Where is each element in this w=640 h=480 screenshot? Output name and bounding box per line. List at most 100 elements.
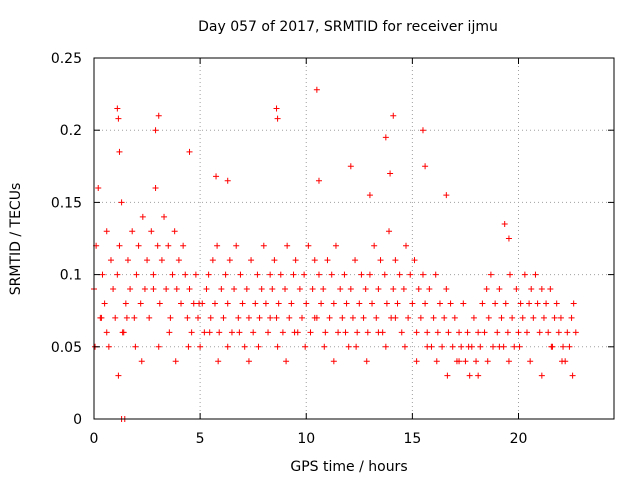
data-point	[220, 314, 227, 321]
data-point	[161, 213, 168, 220]
data-point	[283, 358, 290, 365]
data-point	[445, 329, 452, 336]
data-point	[345, 343, 352, 350]
data-point	[496, 343, 503, 350]
data-point	[228, 329, 235, 336]
data-point	[432, 271, 439, 278]
data-point	[146, 314, 153, 321]
data-point	[320, 286, 327, 293]
data-point	[407, 271, 414, 278]
data-point	[274, 115, 281, 122]
data-point	[551, 314, 558, 321]
data-point	[99, 271, 106, 278]
data-point	[398, 329, 405, 336]
data-point	[222, 271, 229, 278]
data-point	[394, 300, 401, 307]
data-point	[315, 177, 322, 184]
data-point	[363, 358, 370, 365]
data-point	[171, 228, 178, 235]
data-point	[296, 286, 303, 293]
data-point	[390, 286, 397, 293]
data-point	[456, 329, 463, 336]
y-tick-label: 0.15	[51, 195, 82, 211]
data-points	[91, 86, 579, 422]
data-point	[434, 329, 441, 336]
data-point	[569, 372, 576, 379]
data-point	[299, 314, 305, 321]
data-point	[288, 300, 295, 307]
data-point	[564, 329, 571, 336]
data-point	[132, 343, 139, 350]
data-point	[307, 329, 314, 336]
data-point	[375, 286, 382, 293]
data-point	[354, 329, 361, 336]
data-point	[267, 271, 274, 278]
data-point	[383, 300, 390, 307]
data-point	[114, 105, 121, 112]
data-point	[343, 300, 350, 307]
data-point	[528, 286, 535, 293]
data-point	[475, 329, 482, 336]
data-point	[494, 329, 501, 336]
data-point	[382, 343, 389, 350]
data-point	[292, 257, 299, 264]
data-point	[536, 329, 543, 336]
data-point	[166, 329, 173, 336]
data-point	[330, 300, 337, 307]
data-point	[444, 372, 451, 379]
data-point	[353, 343, 360, 350]
data-point	[570, 300, 577, 307]
data-point	[303, 300, 310, 307]
data-point	[501, 221, 508, 228]
data-point	[315, 271, 322, 278]
data-point	[504, 329, 511, 336]
data-point	[436, 300, 443, 307]
data-point	[475, 372, 482, 379]
data-point	[144, 257, 151, 264]
data-point	[243, 286, 250, 293]
data-point	[337, 286, 344, 293]
y-axis-label: SRMTID / TECUs	[8, 183, 24, 296]
data-point	[255, 343, 262, 350]
data-point	[269, 286, 276, 293]
data-point	[131, 314, 138, 321]
data-point	[521, 271, 528, 278]
data-point	[192, 271, 199, 278]
data-point	[197, 343, 204, 350]
data-point	[233, 242, 240, 249]
data-point	[172, 358, 179, 365]
data-point	[369, 300, 376, 307]
data-point	[274, 343, 281, 350]
data-point	[321, 343, 328, 350]
gridlines	[94, 58, 614, 419]
data-point	[105, 343, 112, 350]
data-point	[218, 286, 225, 293]
data-point	[107, 257, 114, 264]
data-point	[273, 314, 280, 321]
data-point	[557, 314, 564, 321]
x-tick-label: 10	[297, 431, 315, 447]
data-point	[250, 329, 257, 336]
data-point	[324, 257, 331, 264]
data-point	[545, 329, 552, 336]
data-point	[115, 115, 122, 122]
data-point	[538, 286, 545, 293]
data-point	[286, 314, 293, 321]
data-point	[224, 177, 231, 184]
data-point	[277, 271, 284, 278]
data-point	[254, 271, 261, 278]
data-point	[460, 300, 467, 307]
data-point	[396, 271, 403, 278]
data-point	[150, 286, 157, 293]
data-point	[349, 314, 356, 321]
data-point	[267, 314, 274, 321]
data-point	[390, 112, 397, 119]
data-point	[449, 343, 456, 350]
data-point	[214, 242, 221, 249]
data-point	[284, 242, 291, 249]
data-point	[235, 314, 242, 321]
data-point	[451, 314, 458, 321]
data-point	[139, 213, 146, 220]
y-tick-label: 0.1	[60, 268, 82, 284]
axis-ticks: 0 5 10 15 20 0 0.05 0.1 0.15 0.2 0.25	[51, 51, 614, 447]
